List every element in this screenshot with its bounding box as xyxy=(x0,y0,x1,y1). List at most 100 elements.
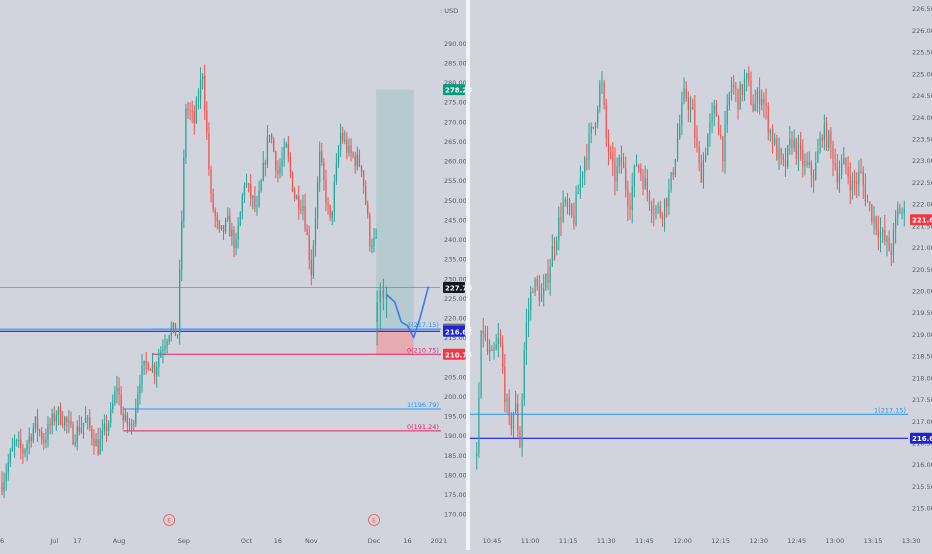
candle-body xyxy=(579,178,581,193)
candle-body xyxy=(648,191,651,205)
earnings-marker[interactable] xyxy=(368,514,380,526)
candle-body xyxy=(208,133,210,169)
candle-body xyxy=(376,302,378,322)
candle-body xyxy=(564,199,566,202)
candle-body xyxy=(247,183,250,185)
price-badge: 227.76 xyxy=(445,285,472,293)
candle-body xyxy=(653,212,655,214)
candle-body xyxy=(525,322,528,351)
candle-body xyxy=(135,407,137,424)
candle-body xyxy=(758,91,761,106)
candle-body xyxy=(780,148,782,156)
price-badge-bg xyxy=(910,214,932,226)
y-tick-label: 225.00 xyxy=(912,70,932,78)
candle-body xyxy=(607,137,610,153)
candle-body xyxy=(95,439,97,447)
candle-body xyxy=(895,217,897,229)
y-tick-label: 222.00 xyxy=(912,201,932,209)
candle-body xyxy=(551,246,553,267)
candle-body xyxy=(523,350,525,400)
candle-body xyxy=(620,157,623,163)
x-tick-label: 11:45 xyxy=(635,537,654,545)
y-tick-label: 230.00 xyxy=(444,275,467,283)
candle-body xyxy=(385,294,388,299)
x-tick-label: 2021 xyxy=(431,537,448,545)
x-tick-label: 16 xyxy=(403,537,411,545)
y-tick-label: 195.00 xyxy=(444,413,467,421)
candle-body xyxy=(15,440,18,442)
candle-body xyxy=(243,185,246,196)
candle-body xyxy=(672,172,674,175)
candle-body xyxy=(84,417,87,423)
candle-body xyxy=(752,104,754,112)
candle-body xyxy=(629,207,631,210)
candle-body xyxy=(819,137,821,152)
candle-body xyxy=(352,153,354,156)
candle-body xyxy=(68,421,70,423)
candle-body xyxy=(875,216,877,230)
candle-body xyxy=(592,126,594,128)
candle-body xyxy=(153,364,156,376)
y-tick-label: 200.00 xyxy=(444,393,467,401)
right-chart-pane[interactable]: 215.00215.50216.00216.50217.00217.50218.… xyxy=(470,5,932,545)
candle-body xyxy=(903,208,905,213)
candle-body xyxy=(72,424,74,445)
candle-body xyxy=(199,79,202,100)
candle-body xyxy=(562,201,564,221)
price-badge-bg xyxy=(443,84,465,96)
candle-body xyxy=(91,428,93,439)
x-tick-label: 16 xyxy=(274,537,282,545)
candle-body xyxy=(275,151,277,171)
candle-body xyxy=(504,367,506,403)
stop-loss-zone[interactable] xyxy=(376,329,414,355)
candle-body xyxy=(573,215,575,225)
candle-body xyxy=(722,136,724,162)
y-tick-label: 275.00 xyxy=(444,99,467,107)
candle-body xyxy=(222,225,225,232)
candle-body xyxy=(373,237,375,247)
candle-body xyxy=(354,155,356,166)
candle-body xyxy=(897,208,899,218)
price-badge: 221.64 xyxy=(912,217,932,225)
candle-body xyxy=(76,426,78,442)
candle-body xyxy=(160,351,162,358)
take-profit-zone[interactable] xyxy=(376,89,414,330)
y-tick-label: 217.00 xyxy=(912,418,932,426)
y-tick-label: 245.00 xyxy=(444,216,467,224)
x-tick-label: 12:30 xyxy=(749,537,768,545)
candle-body xyxy=(187,108,189,111)
candle-body xyxy=(815,162,817,180)
candle-body xyxy=(235,239,237,249)
candle-body xyxy=(1,482,3,492)
candle-body xyxy=(735,87,737,90)
earnings-marker[interactable] xyxy=(163,514,176,526)
candle-body xyxy=(18,439,20,441)
candle-body xyxy=(614,161,616,182)
candle-body xyxy=(640,168,642,176)
candle-body xyxy=(57,407,60,416)
y-tick-label: 220.00 xyxy=(444,315,467,323)
candle-body xyxy=(5,472,7,482)
candle-body xyxy=(34,416,37,429)
candle-body xyxy=(195,100,198,123)
candle-body xyxy=(206,110,208,134)
candle-body xyxy=(32,428,34,441)
candle-body xyxy=(277,170,279,174)
candle-body xyxy=(655,207,657,213)
candle-body xyxy=(254,196,256,207)
candle-body xyxy=(784,159,787,167)
candle-body xyxy=(566,199,569,208)
x-tick-label: 12:45 xyxy=(787,537,806,545)
candle-body xyxy=(342,132,344,141)
candle-body xyxy=(748,73,750,82)
forecast-path[interactable] xyxy=(386,286,430,339)
x-tick-label: 11:15 xyxy=(559,537,578,545)
candle-body xyxy=(560,216,562,221)
candle-body xyxy=(128,424,131,426)
candle-body xyxy=(110,409,112,424)
candle-body xyxy=(329,204,331,219)
candle-body xyxy=(705,155,707,160)
y-tick-label: 225.00 xyxy=(444,295,467,303)
y-tick-label: 216.00 xyxy=(912,461,932,469)
left-chart-pane[interactable]: 170.00 175.00 180.00 185.00 190.00 195.00 200.… xyxy=(0,7,472,545)
